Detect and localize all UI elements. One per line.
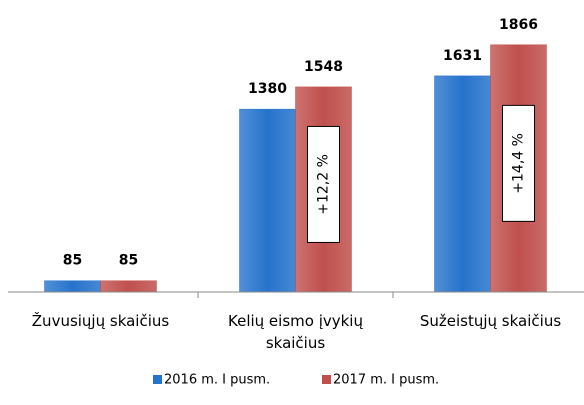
annotation: +14,4 % bbox=[511, 133, 527, 194]
legend-swatch bbox=[153, 375, 162, 384]
value-label: 1631 bbox=[443, 48, 482, 64]
annotation-box bbox=[502, 104, 535, 222]
annotation-box bbox=[307, 125, 340, 243]
bar bbox=[44, 280, 101, 293]
value-label: 1866 bbox=[499, 17, 538, 33]
annotation: +12,2 % bbox=[316, 154, 332, 215]
x-tick-label: Žuvusiųjų skaičius bbox=[31, 312, 170, 330]
value-label: 85 bbox=[63, 253, 82, 269]
bar bbox=[100, 280, 157, 293]
legend-label: 2016 m. I pusm. bbox=[164, 373, 270, 388]
legend-label: 2017 m. I pusm. bbox=[333, 373, 439, 388]
x-tick-label: Sužeistųjų skaičius bbox=[419, 312, 562, 330]
value-label: 85 bbox=[119, 253, 138, 269]
value-label: 1548 bbox=[304, 59, 343, 75]
value-label: 1380 bbox=[248, 81, 287, 97]
bar bbox=[434, 75, 491, 293]
legend-swatch bbox=[322, 375, 331, 384]
bar bbox=[239, 108, 296, 293]
x-tick-label: Kelių eismo įvykių skaičius bbox=[228, 312, 363, 352]
